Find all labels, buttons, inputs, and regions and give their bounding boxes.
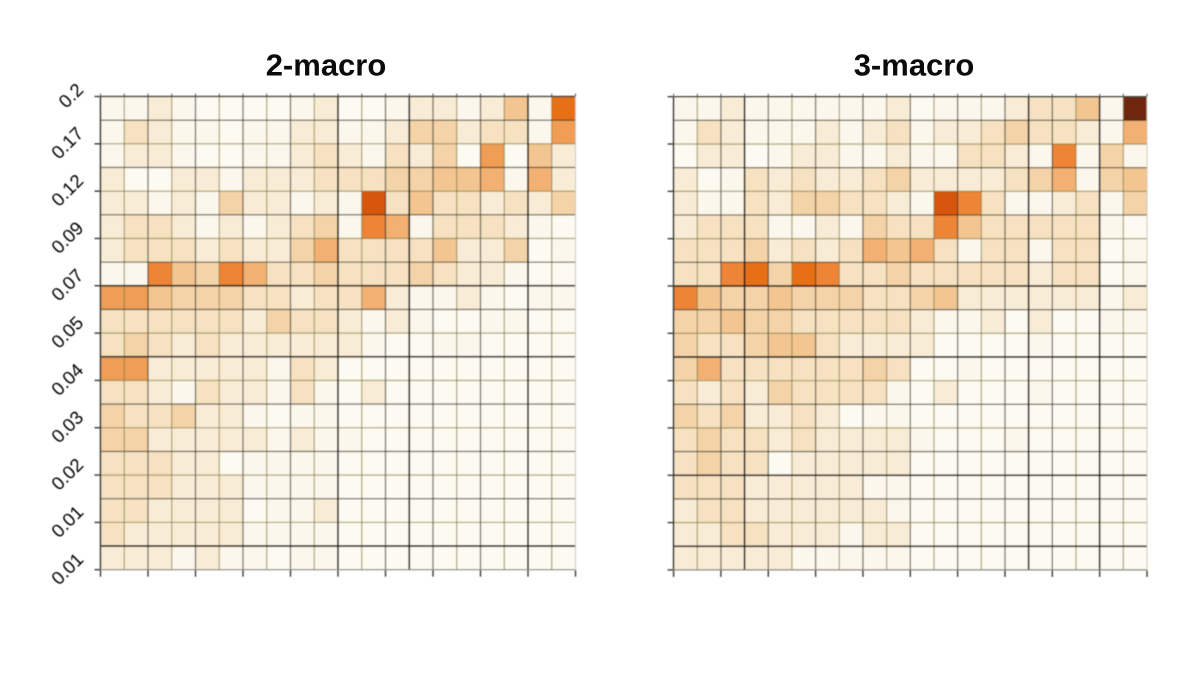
svg-text:2-macro: 2-macro	[266, 48, 387, 83]
svg-text:3-macro: 3-macro	[854, 48, 975, 83]
